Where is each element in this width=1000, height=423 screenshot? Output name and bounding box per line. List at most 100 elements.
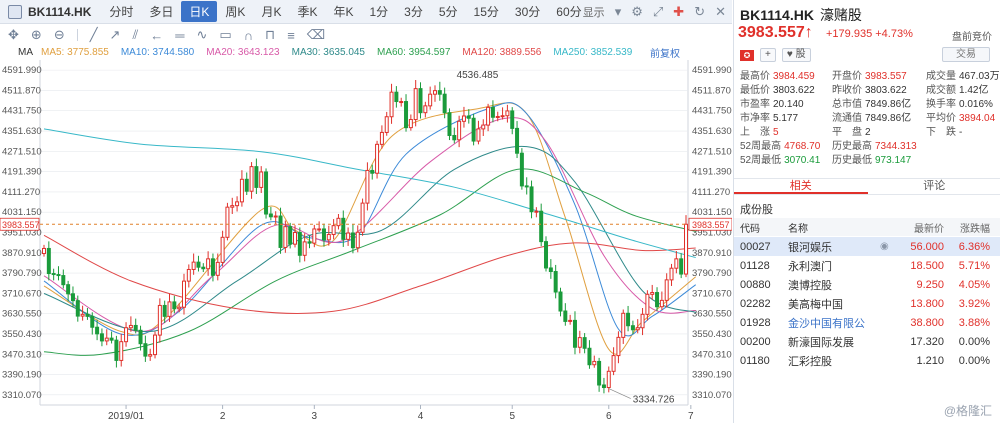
close-icon[interactable]: ✕ xyxy=(715,4,726,19)
stat-value: 3984.459 xyxy=(773,71,815,82)
candle-body xyxy=(466,115,471,119)
stat-cell: 下 跌- xyxy=(926,126,998,140)
y-tick-label-right: 3790.790 xyxy=(692,268,732,279)
candle-body xyxy=(534,210,539,213)
period-tab[interactable]: 月K xyxy=(261,5,282,19)
ray-line-icon[interactable]: ↗ xyxy=(109,27,121,42)
kline-chart[interactable]: 4591.990 4591.990 4511.870 4511.870 4431.750… xyxy=(0,60,732,423)
constituent-row[interactable]: 01180 汇彩控股 1.210 0.00% xyxy=(734,351,1000,370)
chevron-down-icon[interactable]: ▾ xyxy=(614,4,622,19)
arrow-left-icon[interactable]: ← xyxy=(150,27,164,43)
ma-line-ma30 xyxy=(43,145,696,333)
stock-name: 澳博控股 xyxy=(788,279,832,292)
watermark: @格隆汇 xyxy=(943,404,992,418)
lock-icon[interactable]: ⊓ xyxy=(265,27,276,42)
candle-body xyxy=(80,313,85,317)
zoom-in-icon[interactable]: ⊕ xyxy=(30,27,42,42)
header-price[interactable]: 最新价 xyxy=(914,223,944,235)
display-menu[interactable]: 显示 xyxy=(582,7,605,19)
arc-icon[interactable]: ∩ xyxy=(243,27,254,43)
pre-market-link[interactable]: 盘前竞价 xyxy=(952,32,992,43)
zoom-out-icon[interactable]: ⊖ xyxy=(53,27,65,42)
period-tab[interactable]: 15分 xyxy=(473,5,499,19)
y-tick-label-right: 4111.270 xyxy=(692,187,730,198)
window-icon[interactable] xyxy=(8,4,22,19)
horizontal-line-icon[interactable]: ═ xyxy=(175,27,185,43)
stat-cell: 最高价 3984.459 xyxy=(740,70,832,84)
header-change[interactable]: 涨跌幅 xyxy=(960,223,990,235)
tab-related[interactable]: 相关 xyxy=(734,179,868,194)
candle-body xyxy=(674,258,679,269)
period-tab[interactable]: 周K xyxy=(225,5,246,19)
stat-cell: 换手率 0.016% xyxy=(926,98,998,112)
candle-body xyxy=(399,101,404,104)
eye-icon[interactable]: ◉ xyxy=(880,241,889,252)
y-tick-label-right: 4591.990 xyxy=(692,65,732,76)
candle-body xyxy=(70,293,75,302)
settings-icon[interactable]: ⚙ xyxy=(631,4,643,19)
header-code[interactable]: 代码 xyxy=(740,223,760,235)
stock-price: 9.250 xyxy=(916,278,944,291)
period-tab[interactable]: 5分 xyxy=(438,5,458,19)
trend-line-icon[interactable]: ╱ xyxy=(89,27,98,42)
candle-body xyxy=(75,300,80,317)
candle-body xyxy=(249,166,254,192)
stat-value: 3803.622 xyxy=(773,85,815,96)
stock-code: 00027 xyxy=(740,240,771,253)
x-tick-label: 7 xyxy=(688,411,694,422)
period-tab[interactable]: 60分 xyxy=(556,5,582,19)
refresh-icon[interactable]: ↻ xyxy=(694,4,706,19)
trade-button[interactable]: 交易 xyxy=(942,47,990,62)
add-watchlist-button[interactable]: + xyxy=(760,48,776,62)
channel-icon[interactable]: ⫽ xyxy=(132,27,139,42)
constituent-row[interactable]: 01128 永利澳门 18.500 5.71% xyxy=(734,256,1000,275)
favorite-button[interactable]: ♥ 股 xyxy=(781,48,811,62)
candle-body xyxy=(442,93,447,114)
tab-comments[interactable]: 评论 xyxy=(923,180,946,192)
candle-body xyxy=(143,343,148,357)
x-tick-label: 6 xyxy=(606,411,612,422)
adjustment-selector[interactable]: 前复权 xyxy=(650,49,680,60)
candle-body xyxy=(109,337,114,341)
stat-label: 平 盘 xyxy=(832,127,862,138)
y-tick-label-left: 4111.270 xyxy=(2,187,40,198)
candle-body xyxy=(572,319,577,348)
candle-body xyxy=(626,312,631,327)
rectangle-icon[interactable]: ▭ xyxy=(219,27,232,42)
candle-body xyxy=(524,185,529,188)
constituent-row[interactable]: 02282 美高梅中国 13.800 3.92% xyxy=(734,294,1000,313)
erase-icon[interactable]: ⌫ xyxy=(306,27,326,42)
period-tab[interactable]: 分时 xyxy=(109,5,134,19)
expand-icon[interactable]: ⤢ xyxy=(652,4,664,19)
period-tab[interactable]: 30分 xyxy=(514,5,541,19)
y-tick-label-right: 4271.510 xyxy=(692,146,732,157)
ma-legend-item: MA120: 3889.556 xyxy=(462,47,542,58)
candle-body xyxy=(273,215,278,218)
period-tab[interactable]: 3分 xyxy=(404,5,423,19)
candle-body xyxy=(539,210,544,243)
period-tab[interactable]: 多日 xyxy=(149,5,174,19)
candle-body xyxy=(611,355,616,372)
stat-label: 市净率 xyxy=(740,113,770,124)
period-tab[interactable]: 季K xyxy=(297,5,318,19)
crosshair-icon[interactable]: ✥ xyxy=(8,27,19,42)
constituent-row[interactable]: 00880 澳博控股 9.250 4.05% xyxy=(734,275,1000,294)
period-tab[interactable]: 年K xyxy=(333,5,354,19)
period-tab[interactable]: 日K xyxy=(181,1,218,22)
period-tab[interactable]: 1分 xyxy=(369,5,389,19)
bookmark-icon[interactable]: ✚ xyxy=(673,4,685,19)
quote-stats: 最高价 3984.459 开盘价 3983.557 成交量 467.03万 最低价 3803.… xyxy=(740,70,1000,168)
constituent-row[interactable]: 00027 银河娱乐 ◉ 56.000 6.36% xyxy=(734,237,1000,256)
constituent-row[interactable]: 00200 新濠国际发展 17.320 0.00% xyxy=(734,332,1000,351)
header-name[interactable]: 名称 xyxy=(788,223,808,235)
stat-value: 1.42亿 xyxy=(959,85,989,96)
x-tick-label: 3 xyxy=(312,411,318,422)
candle-body xyxy=(645,293,650,315)
stock-name: 永利澳门 xyxy=(788,260,832,273)
wave-icon[interactable]: ∿ xyxy=(196,27,208,42)
constituent-row[interactable]: 01928 金沙中国有限公 38.800 3.88% xyxy=(734,313,1000,332)
stat-value: 467.03万 xyxy=(959,71,1000,82)
stock-code: 00880 xyxy=(740,278,771,291)
fib-icon[interactable]: ≡ xyxy=(287,27,295,43)
